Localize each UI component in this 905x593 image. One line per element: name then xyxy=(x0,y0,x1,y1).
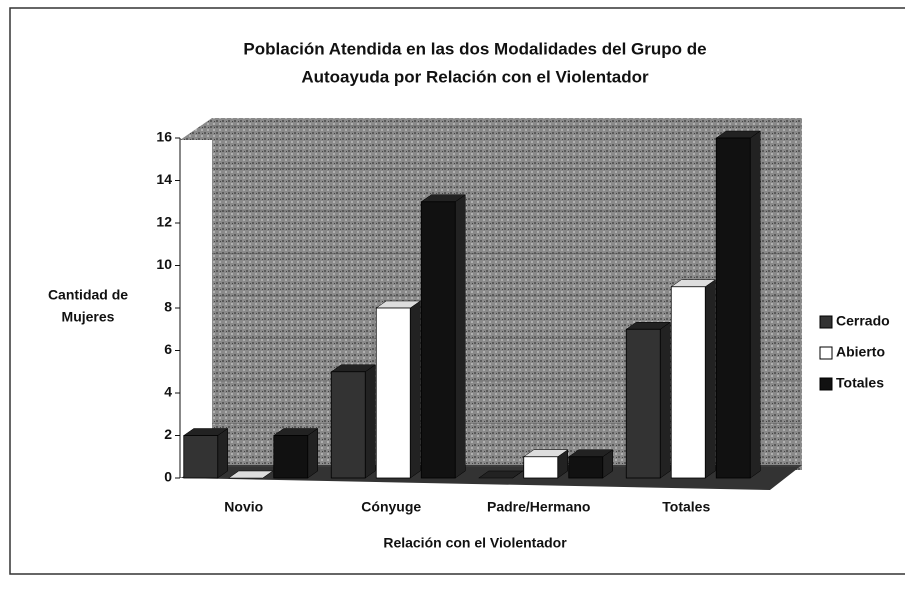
y-tick-label: 14 xyxy=(156,171,172,187)
bar xyxy=(375,307,411,479)
bar-side xyxy=(660,321,671,479)
bar xyxy=(183,435,219,479)
y-tick-label: 8 xyxy=(164,299,172,315)
legend-label: Totales xyxy=(836,375,884,391)
bar-side xyxy=(217,428,228,479)
legend-swatch xyxy=(819,346,833,360)
bar-side xyxy=(750,130,761,479)
bar xyxy=(625,328,661,479)
x-tick-label: Novio xyxy=(224,499,263,515)
bar-side xyxy=(365,364,376,479)
x-axis-label: Relación con el Violentador xyxy=(383,535,567,551)
x-tick-label: Padre/Hermano xyxy=(487,499,590,515)
bar xyxy=(523,456,559,479)
bar xyxy=(670,286,706,479)
legend-swatch xyxy=(819,377,833,391)
bar xyxy=(420,201,456,479)
bar-side xyxy=(455,194,466,479)
bar-side xyxy=(307,428,318,479)
legend-label: Cerrado xyxy=(836,313,890,329)
bar xyxy=(568,456,604,479)
bar xyxy=(273,435,309,479)
x-tick-label: Totales xyxy=(662,499,710,515)
bar-top xyxy=(227,470,274,479)
y-axis-label: Cantidad de xyxy=(48,287,128,303)
bar-side xyxy=(705,279,716,479)
y-tick-label: 16 xyxy=(156,129,172,145)
legend-label: Abierto xyxy=(836,344,885,360)
y-tick-label: 4 xyxy=(164,384,172,400)
bar xyxy=(715,137,751,479)
bar-top xyxy=(477,470,524,479)
y-tick-label: 10 xyxy=(156,256,172,272)
y-tick-label: 6 xyxy=(164,341,172,357)
y-tick-label: 0 xyxy=(164,469,172,485)
y-axis-label: Mujeres xyxy=(62,309,115,325)
legend-swatch xyxy=(819,315,833,329)
frame xyxy=(9,7,905,575)
chart-title: Autoayuda por Relación con el Violentado… xyxy=(301,67,649,86)
x-tick-label: Cónyuge xyxy=(361,499,421,515)
chart-title: Población Atendida en las dos Modalidade… xyxy=(243,39,706,58)
y-tick-label: 12 xyxy=(156,214,172,230)
y-tick-label: 2 xyxy=(164,426,172,442)
bar xyxy=(330,371,366,479)
bar-side xyxy=(410,300,421,479)
